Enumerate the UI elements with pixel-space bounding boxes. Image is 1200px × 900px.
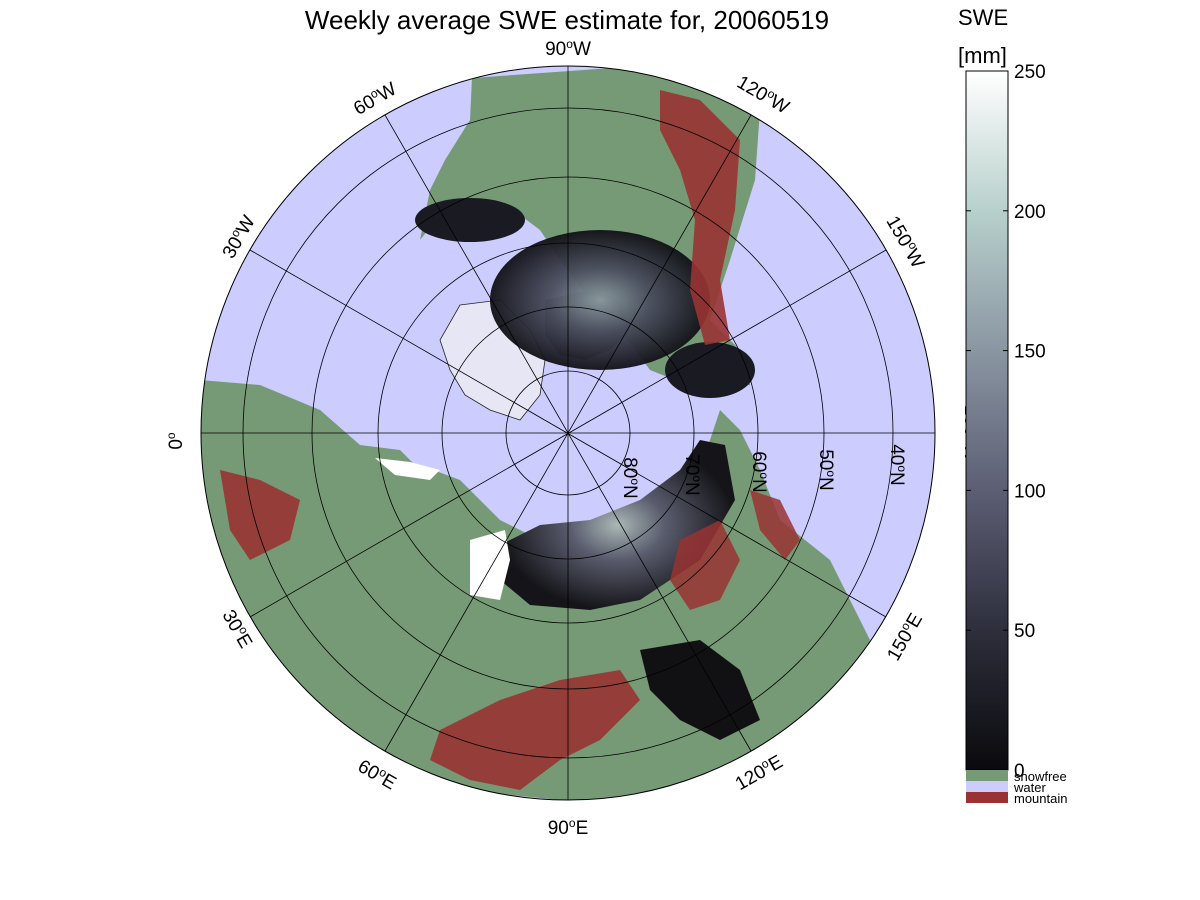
colorbar-label-line1: SWE [958,5,1008,30]
legend-label-mountain: mountain [1014,791,1067,806]
colorbar-ticks: 0 50 100 150 200 250 [966,62,1046,782]
lon-label-0: 0o [164,432,187,450]
legend-swatch-snowfree [966,770,1008,781]
meridian-120 [384,114,752,752]
mountain-alps [220,470,300,560]
lat-label-40N: 40oN [886,444,909,486]
polar-map [200,65,936,801]
lat-label-80N: 80oN [619,457,642,499]
lat-label-60N: 60oN [748,451,771,493]
meridians [201,66,935,800]
meridian-150 [249,249,887,618]
lon-label-90W: 90oW [545,37,591,60]
snow-high-patch [470,530,510,600]
lat-label-70N: 70oN [681,454,704,496]
snow-cover-north-america [490,230,710,370]
snow-cover-alaska [665,342,755,398]
colorbar-gradient [965,70,1009,771]
legend-swatch-mountain [966,792,1008,803]
mountain-kamchatka [750,490,800,560]
colorbar-tick-label: 100 [1014,481,1046,502]
colorbar-tick-label: 50 [1014,621,1035,642]
mountain-asia [430,670,640,790]
colorbar-tick-label: 250 [1014,62,1046,83]
lon-label-90E: 90oE [548,816,589,839]
colorbar-tick-label: 150 [1014,342,1046,363]
lat-label-50N: 50oN [815,449,838,491]
lon-label-60E: 60oE [354,754,401,794]
landmass-europe [310,410,440,560]
legend-label-snowfree: snowfree [1014,769,1067,784]
map-boundary [200,65,936,801]
plot-title: Weekly average SWE estimate for, 2006051… [305,5,829,35]
legend-label-water: water [1013,780,1046,795]
latitude-labels: 80oN 70oN 60oN 50oN 40oN [619,444,909,499]
mountain-rockies [660,90,740,345]
snow-high-patch-2 [375,458,440,480]
legend-swatch-water [966,781,1008,792]
colorbar: SWE [mm] 0 50 100 150 200 250 snowfreewatermo… [958,5,1067,806]
colorbar-tick-label: 200 [1014,202,1046,223]
colorbar-tick-label: 0 [1014,761,1025,782]
colorbar-label-line2: [mm] [958,43,1007,68]
lon-label-150E: 150oE [882,609,927,665]
snow-cover-hudson [415,198,525,242]
